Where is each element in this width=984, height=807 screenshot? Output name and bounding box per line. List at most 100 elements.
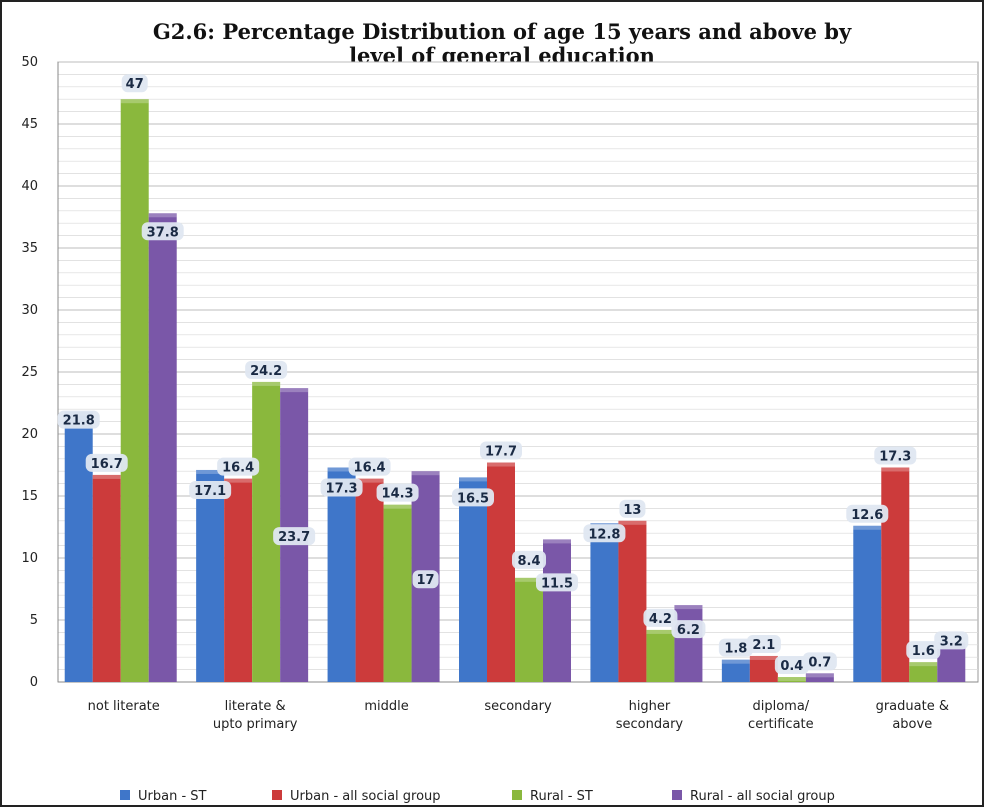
bar-highlight xyxy=(805,673,834,678)
data-label-bg xyxy=(746,634,781,653)
bar-0-6 xyxy=(853,525,882,682)
bar-2-0 xyxy=(120,99,149,682)
data-label-bg xyxy=(376,483,419,502)
data-label: 6.2 xyxy=(677,623,700,638)
data-label: 17.1 xyxy=(194,484,226,499)
bar-1-6 xyxy=(881,467,910,682)
data-label-bg xyxy=(802,652,837,671)
bar-1-1 xyxy=(224,478,253,682)
data-label: 4.2 xyxy=(649,612,672,627)
y-tick-label: 45 xyxy=(21,117,38,132)
data-label: 1.8 xyxy=(724,642,747,657)
data-label: 21.8 xyxy=(63,414,95,429)
bar-highlight xyxy=(355,478,384,483)
bar-highlight xyxy=(721,659,750,664)
bar-highlight xyxy=(749,655,778,660)
data-label: 13 xyxy=(623,503,641,518)
data-label-bg xyxy=(57,410,100,429)
bar-highlight xyxy=(881,467,910,472)
x-tick-label: not literate xyxy=(88,699,160,714)
data-label: 16.4 xyxy=(222,461,254,476)
legend-swatch xyxy=(512,790,522,800)
x-tick-label: middle xyxy=(364,699,408,714)
data-label-bg xyxy=(934,631,969,650)
bar-highlight xyxy=(120,99,149,104)
y-tick-label: 50 xyxy=(21,55,38,70)
data-label-bg xyxy=(643,608,678,627)
data-label-bg xyxy=(619,499,646,518)
legend-label: Rural - ST xyxy=(530,789,593,804)
bar-highlight xyxy=(411,471,440,476)
data-label-bg xyxy=(846,504,889,523)
data-label: 17.7 xyxy=(485,445,517,460)
data-label: 17 xyxy=(417,573,435,588)
bar-highlight xyxy=(646,629,675,634)
data-label-bg xyxy=(536,573,578,592)
bar-2-3 xyxy=(515,577,543,682)
data-label: 16.5 xyxy=(457,491,489,506)
data-label-bg xyxy=(718,638,753,657)
bar-highlight xyxy=(618,520,647,525)
data-label: 14.3 xyxy=(382,487,414,502)
bar-highlight xyxy=(853,525,882,530)
legend-swatch xyxy=(672,790,682,800)
bar-1-5 xyxy=(749,655,778,682)
bar-0-1 xyxy=(196,469,225,682)
x-tick-label: secondary xyxy=(616,717,684,732)
data-label: 16.4 xyxy=(354,461,386,476)
bar-1-0 xyxy=(92,474,121,682)
data-label: 3.2 xyxy=(940,634,963,649)
data-label-bg xyxy=(273,527,316,546)
data-label-bg xyxy=(452,488,494,507)
bar-3-5 xyxy=(805,673,834,682)
data-label: 8.4 xyxy=(517,554,540,569)
data-label-bg xyxy=(512,550,546,569)
bar-0-4 xyxy=(590,523,619,682)
data-label: 16.7 xyxy=(91,457,123,472)
data-label: 37.8 xyxy=(147,225,179,240)
y-tick-label: 15 xyxy=(21,489,38,504)
bar-highlight xyxy=(777,677,806,682)
data-label-bg xyxy=(320,478,363,497)
data-label-bg xyxy=(774,656,809,675)
bar-2-4 xyxy=(646,629,675,682)
bar-3-3 xyxy=(543,539,571,682)
data-label-bg xyxy=(85,453,128,472)
data-label: 47 xyxy=(126,77,144,92)
y-tick-label: 20 xyxy=(21,427,38,442)
data-label: 11.5 xyxy=(541,576,573,591)
x-tick-label: graduate & xyxy=(876,699,949,714)
data-label: 12.8 xyxy=(588,527,620,542)
data-label: 2.1 xyxy=(752,638,775,653)
bar-2-5 xyxy=(777,677,806,682)
axes: 0 5 10 15 20 25 30 35 40 45 50 not literate literate… xyxy=(21,55,978,732)
bar-0-2 xyxy=(327,467,356,682)
x-tick-label: above xyxy=(892,717,932,732)
x-tick-label: certificate xyxy=(748,717,814,732)
data-label: 1.6 xyxy=(912,644,935,659)
data-label-bg xyxy=(583,524,626,543)
data-label-bg xyxy=(217,457,260,476)
bar-2-2 xyxy=(383,504,412,682)
data-label: 24.2 xyxy=(250,364,282,379)
bar-highlight xyxy=(252,381,281,386)
bar-highlight xyxy=(148,213,177,218)
data-label-bg xyxy=(121,74,148,93)
bar-highlight xyxy=(92,474,121,479)
legend-swatch xyxy=(272,790,282,800)
bar-highlight xyxy=(224,478,253,483)
y-tick-label: 25 xyxy=(21,365,38,380)
bar-highlight xyxy=(543,539,571,544)
data-label-bg xyxy=(906,641,941,660)
y-tick-label: 10 xyxy=(21,551,38,566)
data-label-bg xyxy=(245,360,288,379)
y-tick-label: 40 xyxy=(21,179,38,194)
bar-highlight xyxy=(280,388,309,393)
data-label-bg xyxy=(189,480,232,499)
data-label: 0.7 xyxy=(808,655,831,670)
data-labels: 21.8 16.7 47 37.8 17.1 16.4 24.2 23.7 17.3 16.4 14… xyxy=(57,74,969,675)
data-label-bg xyxy=(671,620,706,639)
x-tick-label: upto primary xyxy=(213,717,298,732)
data-label: 17.3 xyxy=(326,481,358,496)
y-tick-label: 30 xyxy=(21,303,38,318)
